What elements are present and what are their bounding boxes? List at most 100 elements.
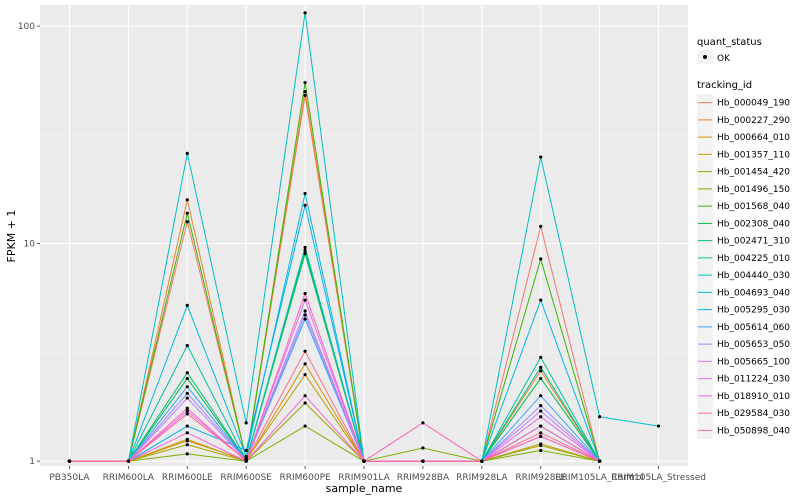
x-tick-label: RRIM600LE [162, 473, 213, 483]
x-tick-label: RRIM901LA [338, 473, 390, 483]
data-point [303, 11, 307, 15]
x-tick-label: RRIM600PE [279, 473, 331, 483]
series-line [69, 82, 601, 462]
data-point [303, 309, 307, 313]
data-point [303, 251, 307, 256]
legend-label: Hb_050898_040 [717, 426, 790, 436]
data-point [303, 245, 307, 250]
data-point [303, 317, 307, 321]
data-point [185, 424, 189, 428]
data-point [185, 303, 189, 307]
x-tick-label: RRIM928BA [397, 473, 450, 483]
x-tick-label: PB350LA [49, 473, 90, 483]
series-line [69, 350, 600, 462]
series-line [69, 309, 600, 462]
legend-label: Hb_004440_030 [717, 271, 790, 281]
data-point [303, 362, 307, 366]
legend-label: Hb_011224_030 [717, 375, 790, 385]
legend-label: Hb_001454_420 [717, 168, 790, 178]
legend-label: Hb_005653_050 [717, 340, 790, 350]
data-point [303, 372, 307, 377]
data-point [539, 369, 543, 373]
data-point [539, 257, 543, 261]
data-point [185, 211, 189, 215]
legend-label: Hb_001357_110 [717, 150, 790, 160]
data-point [303, 313, 307, 317]
data-point [185, 371, 189, 375]
data-point [303, 401, 307, 405]
legend-label: Hb_004225_010 [717, 254, 790, 264]
data-point [303, 248, 307, 253]
data-point [421, 421, 425, 425]
data-point [185, 452, 189, 456]
data-point [185, 412, 189, 416]
data-point [539, 376, 543, 381]
series-line [69, 394, 600, 462]
data-point [539, 424, 543, 428]
x-tick-label: RRIM928LE [515, 473, 566, 483]
data-point [539, 224, 543, 228]
x-tick-label: RRIM105LA_Control [555, 473, 644, 483]
data-point [185, 391, 189, 395]
data-point [185, 220, 189, 224]
series-line [69, 425, 600, 462]
series-lines [69, 12, 659, 463]
legend-label: Hb_000227_290 [717, 116, 790, 126]
data-point [185, 343, 189, 348]
data-point [539, 443, 543, 448]
data-point [303, 191, 307, 196]
data-point [421, 459, 425, 463]
data-point [303, 93, 307, 98]
data-point [539, 404, 543, 408]
legend-label: Hb_005295_030 [717, 306, 790, 316]
data-point [539, 448, 543, 453]
data-point [185, 431, 189, 435]
data-point [244, 458, 248, 462]
series-line [69, 91, 601, 462]
series-line [69, 402, 600, 462]
data-point [539, 298, 543, 302]
series-line [69, 291, 600, 463]
legend: quant_status OK tracking_id Hb_000049_190 Hb… [697, 37, 790, 439]
data-point [539, 431, 543, 435]
legend-label: Hb_001496_150 [717, 185, 790, 195]
series-line [69, 193, 601, 462]
legend-label: Hb_000049_190 [717, 99, 790, 109]
data-point [185, 409, 189, 413]
data-point [67, 459, 72, 463]
data-point [303, 394, 307, 398]
legend-label: Hb_002471_310 [717, 237, 790, 247]
data-point [480, 459, 484, 463]
series-line [69, 317, 600, 462]
legend-label: Hb_029584_030 [717, 409, 790, 419]
data-point [421, 446, 425, 450]
legend-label: Hb_005614_060 [717, 323, 790, 333]
legend-label: Hb_000664_010 [717, 133, 790, 143]
legend-label: Hb_004693_040 [717, 288, 790, 298]
data-points [67, 11, 661, 463]
y-tick-label: 1 [29, 457, 35, 467]
legend-label: Hb_018910_010 [717, 392, 790, 402]
axes: 1 10 100 PB350LA RRIM600LA RRIM600LE RRIM600SE… [18, 22, 706, 483]
legend-label: Hb_005665_100 [717, 357, 790, 367]
data-point [185, 443, 189, 447]
data-point [303, 424, 307, 428]
data-point [185, 406, 189, 410]
series-line [69, 313, 600, 462]
legend-label-ok: OK [717, 54, 731, 64]
y-axis-title: FPKM + 1 [5, 210, 18, 263]
data-point [303, 89, 307, 94]
data-point [539, 434, 543, 438]
legend-label: Hb_002308_040 [717, 219, 790, 229]
data-point [185, 396, 189, 400]
data-point [185, 439, 189, 443]
series-line [69, 298, 600, 462]
x-tick-label: RRIM928LA [456, 473, 508, 483]
legend-label: Hb_001568_040 [717, 202, 790, 212]
data-point [539, 394, 543, 398]
data-point [303, 298, 307, 302]
data-point [362, 459, 366, 463]
data-point [185, 198, 189, 202]
series-line [69, 245, 601, 462]
